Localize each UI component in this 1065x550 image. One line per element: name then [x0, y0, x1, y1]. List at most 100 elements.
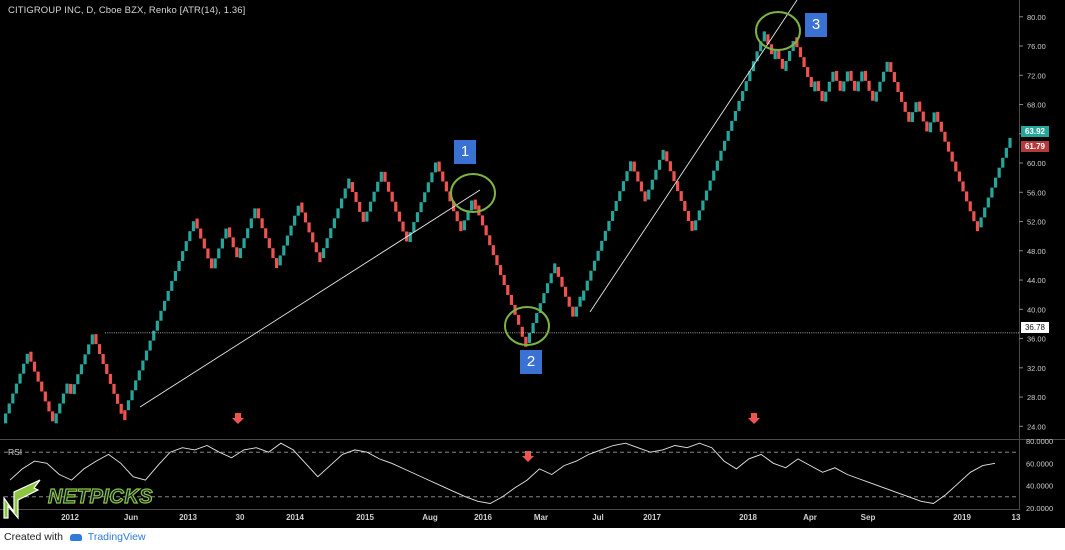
time-axis-tick-label: Jun — [124, 513, 138, 522]
renko-brick-up — [661, 149, 665, 160]
renko-brick-up — [983, 207, 987, 218]
renko-brick-up — [347, 178, 351, 189]
renko-brick-down — [394, 201, 398, 212]
renko-brick-up — [542, 293, 546, 304]
renko-brick-up — [253, 208, 257, 219]
renko-brick-down — [491, 245, 495, 256]
trendline-2 — [589, 0, 798, 313]
renko-brick-down — [358, 201, 362, 212]
renko-brick-down — [683, 201, 687, 212]
renko-brick-down — [202, 238, 206, 249]
renko-brick-up — [462, 220, 467, 231]
sell-signal-arrow — [748, 413, 760, 424]
tradingview-icon — [69, 533, 82, 541]
sell-signal-arrow — [232, 413, 244, 424]
rsi-label: RSI — [8, 447, 23, 457]
renko-brick-down — [386, 181, 391, 192]
renko-brick-up — [694, 220, 698, 231]
annotation-circle-2 — [504, 306, 550, 346]
renko-brick-up — [285, 235, 290, 246]
renko-brick-up — [470, 200, 474, 211]
renko-brick-up — [610, 211, 615, 221]
renko-brick-down — [509, 294, 514, 305]
renko-brick-down — [954, 161, 958, 172]
renko-brick-down — [206, 248, 210, 259]
price-axis-tick-label: 68.00 — [1027, 101, 1046, 110]
netpicks-logo: NETPICKS — [0, 478, 182, 522]
renko-brick-down — [900, 91, 904, 102]
trendline-1 — [139, 189, 481, 408]
renko-brick-down — [444, 181, 448, 192]
renko-brick-down — [459, 221, 463, 232]
time-axis-tick-label: 30 — [236, 513, 245, 522]
renko-brick-up — [856, 81, 860, 92]
renko-brick-up — [25, 353, 29, 364]
renko-brick-up — [701, 200, 705, 211]
renko-brick-up — [986, 197, 990, 208]
tradingview-link[interactable]: TradingView — [87, 531, 146, 543]
renko-brick-down — [314, 242, 318, 253]
renko-brick-down — [50, 411, 55, 422]
renko-brick-up — [708, 180, 712, 191]
created-with-text: Created with — [4, 531, 63, 543]
renko-brick-down — [29, 351, 33, 362]
renko-brick-down — [524, 336, 528, 347]
renko-brick-down — [863, 70, 868, 81]
renko-brick-up — [860, 71, 864, 82]
renko-brick-down — [820, 91, 824, 102]
renko-brick-up — [755, 51, 759, 62]
time-axis-tick-label: 13 — [1012, 513, 1021, 522]
renko-brick-down — [686, 211, 691, 221]
renko-brick-up — [932, 112, 936, 123]
renko-brick-up — [242, 238, 246, 249]
renko-brick-up — [654, 169, 658, 180]
annotation-label-1: 1 — [454, 140, 476, 164]
renko-brick-up — [647, 189, 651, 200]
renko-brick-up — [600, 240, 604, 251]
renko-brick-down — [112, 383, 116, 394]
renko-brick-up — [592, 260, 597, 271]
renko-brick-down — [676, 181, 680, 192]
renko-brick-down — [228, 227, 232, 238]
renko-brick-up — [162, 300, 167, 311]
renko-brick-up — [979, 217, 983, 228]
renko-brick-up — [412, 222, 416, 233]
renko-brick-up — [426, 182, 430, 193]
renko-brick-down — [925, 121, 929, 132]
renko-brick-up — [997, 167, 1001, 178]
price-axis-tick-label: 76.00 — [1027, 42, 1046, 51]
price-axis-tick-label: 52.00 — [1027, 218, 1046, 227]
renko-brick-up — [614, 201, 618, 212]
renko-brick-up — [217, 248, 221, 259]
renko-brick-up — [148, 340, 152, 351]
renko-brick-up — [14, 383, 19, 394]
renko-brick-up — [531, 323, 535, 333]
renko-brick-up — [87, 344, 91, 355]
renko-brick-down — [40, 381, 44, 392]
renko-brick-up — [141, 360, 145, 371]
renko-brick-down — [274, 258, 279, 269]
renko-brick-down — [690, 220, 694, 231]
renko-brick-up — [737, 101, 741, 111]
renko-brick-up — [993, 177, 998, 188]
annotation-label-3: 3 — [805, 13, 827, 37]
renko-chart[interactable]: 24.00 28.00 32.00 36.00 40.00 44.00 48.00 52.00… — [0, 0, 1065, 528]
renko-brick-up — [585, 280, 589, 291]
renko-brick-up — [842, 81, 846, 92]
renko-brick-down — [946, 141, 951, 152]
renko-brick-up — [733, 110, 738, 121]
netpicks-logo-text: NETPICKS — [47, 485, 154, 508]
renko-brick-down — [32, 361, 37, 372]
renko-brick-up — [697, 210, 701, 221]
renko-brick-down — [267, 238, 271, 249]
renko-brick-up — [722, 140, 727, 151]
renko-brick-up — [715, 160, 719, 171]
renko-brick-up — [773, 49, 777, 60]
renko-brick-down — [318, 252, 322, 263]
renko-brick-up — [249, 218, 253, 229]
renko-brick-up — [220, 238, 224, 249]
renko-brick-down — [907, 111, 911, 122]
renko-brick-down — [108, 373, 112, 384]
renko-brick-down — [806, 67, 810, 78]
renko-brick-up — [845, 71, 850, 82]
